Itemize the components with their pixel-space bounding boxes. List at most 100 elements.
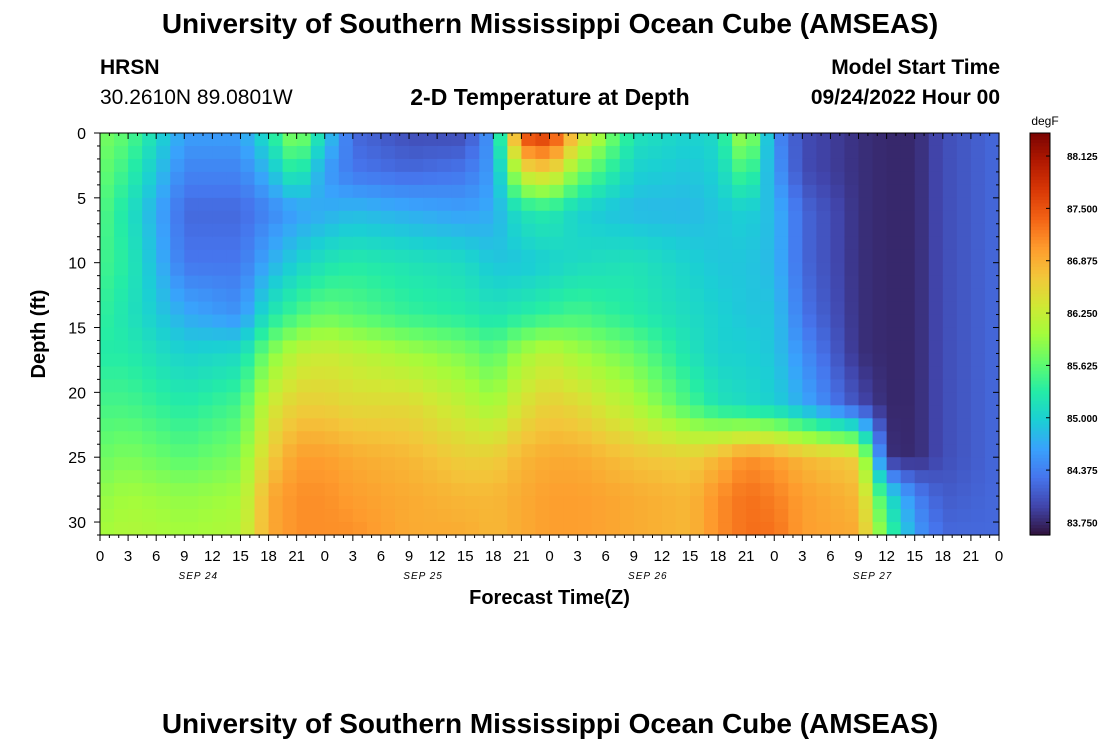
heatmap-cell	[872, 210, 888, 225]
heatmap-cell	[310, 353, 326, 368]
heatmap-cell	[689, 145, 705, 160]
heatmap-cell	[914, 275, 930, 290]
colorbar-band	[1030, 468, 1050, 472]
heatmap-cell	[282, 236, 298, 251]
heatmap-cell	[268, 288, 284, 303]
heatmap-cell	[184, 184, 199, 199]
heatmap-cell	[254, 236, 270, 251]
heatmap-cell	[774, 133, 789, 147]
heatmap-cell	[451, 145, 466, 160]
heatmap-cell	[704, 301, 719, 316]
heatmap-cell	[451, 353, 466, 368]
heatmap-cell	[479, 496, 494, 510]
colorbar-band	[1030, 320, 1050, 325]
heatmap-cell	[942, 483, 958, 497]
heatmap-cell	[198, 496, 213, 510]
heatmap-cell	[451, 314, 466, 329]
heatmap-cell	[296, 431, 312, 445]
colorbar-band	[1030, 133, 1050, 137]
heatmap-cell	[114, 327, 129, 342]
heatmap-cell	[984, 392, 1000, 406]
colorbar-band	[1030, 360, 1050, 365]
heatmap-cell	[746, 379, 761, 393]
heatmap-cell	[563, 327, 579, 342]
heatmap-cell	[633, 288, 649, 303]
heatmap-cell	[788, 133, 803, 147]
heatmap-cell	[605, 184, 621, 199]
heatmap-cell	[324, 249, 340, 264]
heatmap-cell	[338, 379, 354, 393]
heatmap-cell	[928, 392, 944, 406]
heatmap-cell	[212, 431, 228, 445]
heatmap-cell	[282, 379, 298, 393]
heatmap-cell	[423, 431, 438, 445]
heatmap-cell	[479, 249, 494, 264]
heatmap-cell	[507, 301, 523, 316]
heatmap-cell	[661, 171, 677, 186]
heatmap-cell	[732, 301, 747, 316]
heatmap-cell	[928, 405, 944, 419]
heatmap-cell	[479, 171, 494, 186]
heatmap-cell	[142, 431, 157, 445]
heatmap-cell	[479, 483, 494, 497]
heatmap-cell	[479, 236, 494, 251]
colorbar-band	[1030, 397, 1050, 402]
heatmap-cell	[549, 353, 565, 368]
heatmap-cell	[675, 418, 691, 432]
heatmap-cell	[198, 236, 213, 251]
heatmap-cell	[184, 223, 199, 238]
heatmap-cell	[816, 483, 832, 497]
heatmap-cell	[100, 418, 115, 432]
heatmap-cell	[647, 171, 663, 186]
x-axis-label: Forecast Time(Z)	[469, 587, 630, 609]
heatmap-cell	[114, 158, 129, 173]
heatmap-cell	[858, 340, 874, 355]
heatmap-cell	[507, 405, 523, 419]
heatmap-cell	[802, 470, 817, 484]
colorbar-band	[1030, 374, 1050, 379]
heatmap-cell	[268, 210, 284, 225]
colorbar-band	[1030, 267, 1050, 271]
heatmap-cell	[577, 457, 593, 471]
heatmap-cell	[549, 418, 565, 432]
heatmap-cell	[704, 353, 719, 368]
heatmap-cell	[774, 145, 789, 160]
heatmap-cell	[591, 379, 607, 393]
heatmap-cell	[394, 133, 410, 147]
heatmap-cell	[535, 392, 551, 406]
heatmap-cell	[352, 418, 368, 432]
heatmap-cell	[914, 444, 930, 458]
heatmap-cell	[647, 145, 663, 160]
heatmap-cell	[409, 327, 424, 342]
heatmap-cell	[100, 509, 115, 523]
heatmap-cell	[310, 405, 326, 419]
heatmap-cell	[310, 496, 326, 510]
heatmap-cell	[872, 444, 888, 458]
heatmap-cell	[970, 470, 986, 484]
heatmap-cell	[100, 444, 115, 458]
heatmap-cell	[732, 249, 747, 264]
colorbar-band	[1030, 340, 1050, 345]
heatmap-cell	[352, 249, 368, 264]
heatmap-cell	[324, 223, 340, 238]
colorbar-band	[1030, 297, 1050, 302]
heatmap-cell	[100, 496, 115, 510]
heatmap-cell	[830, 418, 846, 432]
heatmap-cell	[914, 184, 930, 199]
heatmap-cell	[493, 509, 508, 523]
heatmap-cell	[760, 145, 775, 160]
heatmap-cell	[254, 145, 270, 160]
x-tick-label: 6	[152, 548, 160, 565]
heatmap-cell	[661, 444, 677, 458]
heatmap-cell	[493, 262, 508, 277]
heatmap-cell	[802, 184, 817, 199]
heatmap-cell	[760, 236, 775, 251]
colorbar-band	[1030, 424, 1050, 429]
heatmap-cell	[493, 483, 508, 497]
colorbar-band	[1030, 484, 1050, 489]
heatmap-cell	[100, 392, 115, 406]
heatmap-cell	[591, 483, 607, 497]
heatmap-cell	[142, 340, 157, 355]
heatmap-cell	[479, 470, 494, 484]
heatmap-cell	[970, 314, 986, 329]
